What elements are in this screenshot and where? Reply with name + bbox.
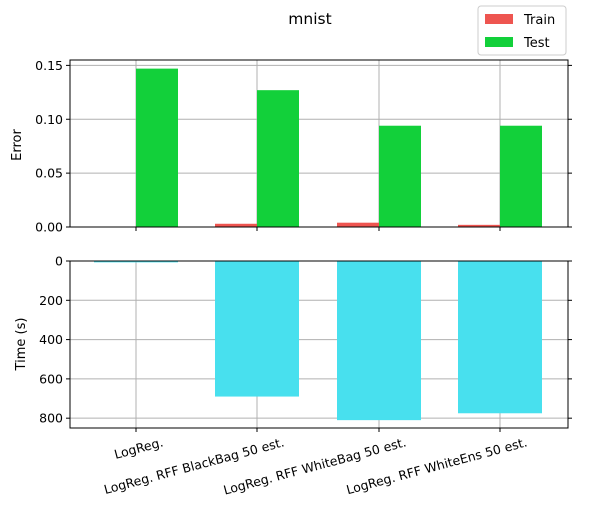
y-tick-label: 0.00 — [35, 220, 63, 235]
error-x-ticks — [135, 227, 501, 231]
time-y-ticks: 0 200 400 600 800 — [39, 254, 572, 426]
y-tick-label: 0.15 — [35, 58, 63, 73]
time-panel: 0 200 400 600 800 LogReg.LogReg. RFF BlackBa… — [14, 254, 572, 498]
error-y-ticks: 0.00 0.05 0.10 0.15 — [35, 58, 572, 235]
error-y-label: Error — [10, 129, 25, 161]
y-tick-label: 400 — [39, 332, 63, 347]
train-bar — [215, 223, 257, 227]
y-tick-label: 0.10 — [35, 112, 63, 127]
y-tick-label: 0 — [55, 254, 63, 269]
x-tick-label: LogReg. — [113, 434, 165, 461]
legend-test-swatch — [485, 37, 513, 47]
train-bar — [458, 224, 500, 227]
time-bar — [94, 261, 178, 263]
test-bar — [136, 68, 178, 227]
time-bars — [94, 261, 542, 421]
test-bar — [257, 90, 299, 227]
test-bar — [379, 125, 421, 227]
y-tick-label: 200 — [39, 293, 63, 308]
y-tick-label: 0.05 — [35, 166, 63, 181]
legend-train-label: Train — [523, 13, 555, 28]
legend-test-label: Test — [523, 36, 550, 51]
error-axes-frame — [69, 59, 569, 228]
chart-title: mnist — [288, 10, 331, 28]
time-x-ticks: LogReg.LogReg. RFF BlackBag 50 est.LogRe… — [102, 428, 529, 498]
test-bar — [500, 125, 542, 227]
time-bar — [215, 261, 299, 397]
legend: Train Test — [477, 5, 567, 56]
time-axes-frame — [69, 260, 569, 429]
legend-train-swatch — [485, 14, 513, 24]
y-tick-label: 800 — [39, 411, 63, 426]
train-bar — [337, 222, 379, 227]
error-bars — [136, 68, 542, 227]
time-bar — [458, 261, 542, 414]
time-y-label: Time (s) — [14, 318, 29, 372]
time-bar — [337, 261, 421, 421]
y-tick-label: 600 — [39, 371, 63, 386]
error-panel: 0.00 0.05 0.10 0.15 Error — [10, 58, 572, 235]
